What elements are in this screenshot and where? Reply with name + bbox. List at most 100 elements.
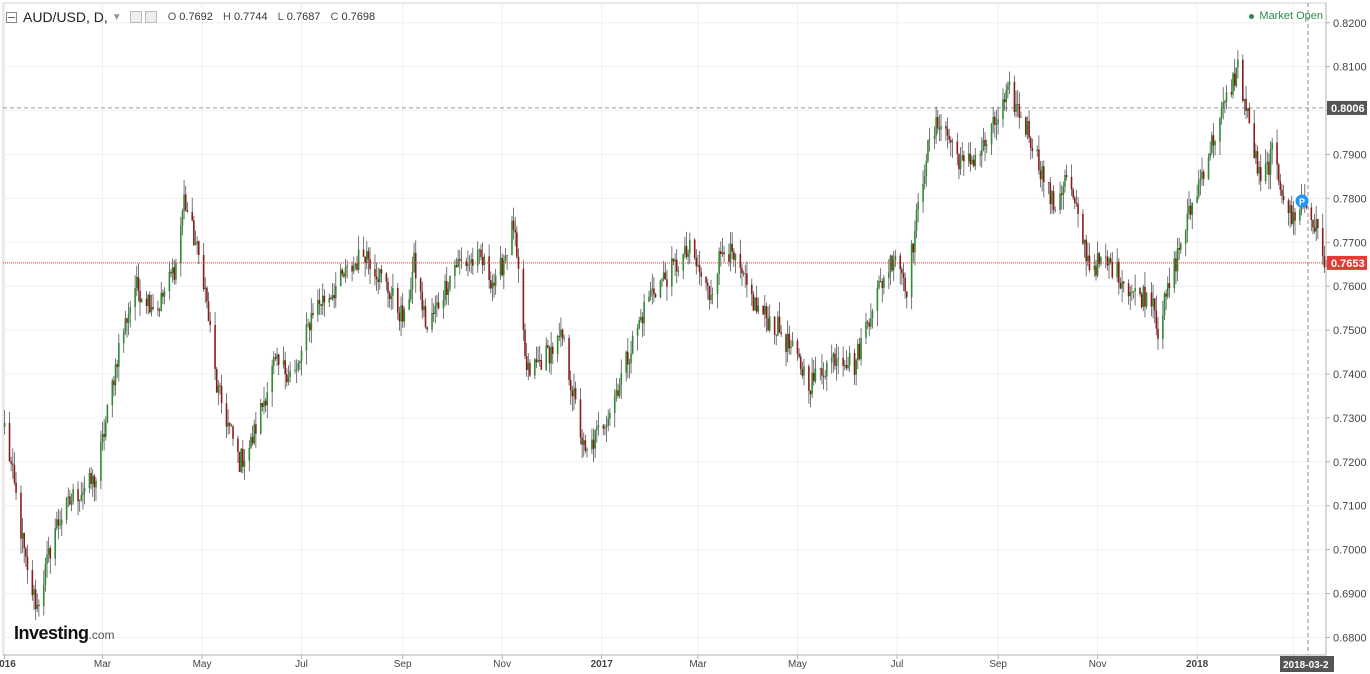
candle: [538, 345, 541, 367]
candle-body-up: [563, 337, 565, 339]
collapse-icon[interactable]: [6, 11, 17, 23]
chevron-down-icon[interactable]: ▼: [111, 11, 122, 23]
candle: [408, 289, 410, 311]
candle-body-up: [594, 430, 596, 449]
candle-body-up: [889, 255, 892, 273]
candle: [878, 275, 880, 290]
candle: [106, 403, 109, 424]
settings-icon[interactable]: [129, 11, 142, 23]
candle: [431, 298, 433, 333]
candle: [127, 302, 130, 336]
candle: [356, 255, 358, 272]
candle: [596, 419, 598, 443]
candle: [563, 334, 565, 342]
candle-body-up: [104, 422, 107, 437]
candle-body-down: [426, 326, 428, 330]
candle-body-up: [357, 249, 360, 270]
candle: [362, 236, 365, 258]
candle-body-up: [883, 277, 885, 289]
candle-body-down: [396, 288, 399, 313]
candle-body-down: [1202, 171, 1205, 180]
candle: [1173, 251, 1176, 294]
candle: [13, 452, 16, 486]
close-icon[interactable]: [144, 11, 157, 23]
symbol-label[interactable]: AUD/USD, D,: [23, 9, 108, 25]
candle-body-up: [334, 285, 337, 299]
candle-body-down: [232, 426, 234, 439]
candle-body-down: [1305, 204, 1308, 208]
candle-body-up: [674, 259, 676, 262]
candle: [1224, 99, 1226, 113]
candle-body-down: [367, 251, 370, 260]
candle: [1062, 181, 1065, 210]
candle-body-down: [1175, 258, 1177, 272]
candle: [516, 225, 518, 259]
candle-body-up: [1258, 167, 1260, 174]
candle: [403, 306, 406, 328]
candle-body-up: [824, 376, 826, 378]
candle: [346, 260, 349, 279]
candle: [90, 467, 92, 490]
candle-body-down: [1321, 228, 1324, 257]
time-axis[interactable]: 2016 Mar May Jul Sep Nov 2017 Mar May Jul Sep Nov 20…: [0, 654, 1334, 672]
candle: [83, 476, 86, 505]
candle-body-up: [467, 263, 469, 267]
candle: [870, 303, 872, 330]
candle: [858, 337, 861, 361]
candle-body-up: [640, 317, 642, 321]
candle-body-down: [493, 282, 495, 286]
p-marker[interactable]: P: [1295, 194, 1309, 208]
candle: [489, 271, 492, 294]
candle: [1294, 207, 1296, 236]
candle: [677, 266, 680, 277]
price-axis[interactable]: 0.82000.81000.80000.79000.78000.77000.76…: [1325, 3, 1367, 655]
candle-body-up: [1062, 186, 1065, 196]
candle: [1018, 92, 1021, 129]
candle: [591, 428, 593, 454]
candle-body-up: [294, 369, 296, 371]
candle: [410, 277, 412, 303]
candle-body-down: [798, 353, 800, 357]
candle: [400, 296, 402, 337]
candle-body-up: [1266, 161, 1269, 164]
candle: [821, 354, 823, 385]
y-tick-label: 0.7700: [1333, 237, 1367, 249]
candle: [251, 425, 254, 446]
candle: [780, 325, 782, 338]
candle-body-up: [328, 297, 331, 303]
candle-body-down: [742, 273, 745, 274]
candle: [963, 150, 965, 176]
candle: [171, 258, 174, 283]
candle-body-up: [253, 424, 256, 444]
candle: [905, 291, 908, 309]
candle-body-up: [408, 299, 410, 310]
candle-body-down: [796, 340, 799, 354]
candle: [517, 248, 520, 283]
candle-body-down: [728, 254, 730, 262]
candle-body-up: [910, 243, 913, 298]
candle-body-up: [400, 305, 402, 322]
candle-body-down: [437, 302, 440, 309]
candle: [1321, 213, 1324, 265]
candle: [581, 429, 583, 459]
candle-body-up: [1184, 230, 1187, 244]
candle-body-down: [274, 357, 277, 359]
candle-body-up: [1264, 163, 1267, 182]
candle-body-down: [891, 255, 893, 271]
candle: [206, 286, 208, 309]
candle-body-down: [424, 305, 427, 327]
candle-body-down: [398, 312, 401, 322]
candle: [225, 393, 228, 439]
candle: [147, 294, 149, 315]
candle: [1008, 71, 1011, 95]
candle-body-up: [1269, 149, 1272, 175]
candle-body-down: [191, 211, 194, 221]
candle-body-up: [914, 230, 916, 253]
candle-body-down: [501, 257, 503, 276]
candle: [889, 254, 892, 286]
candle: [643, 293, 645, 336]
candle-body-down: [672, 258, 675, 262]
candle: [467, 250, 469, 277]
candle: [912, 243, 915, 264]
